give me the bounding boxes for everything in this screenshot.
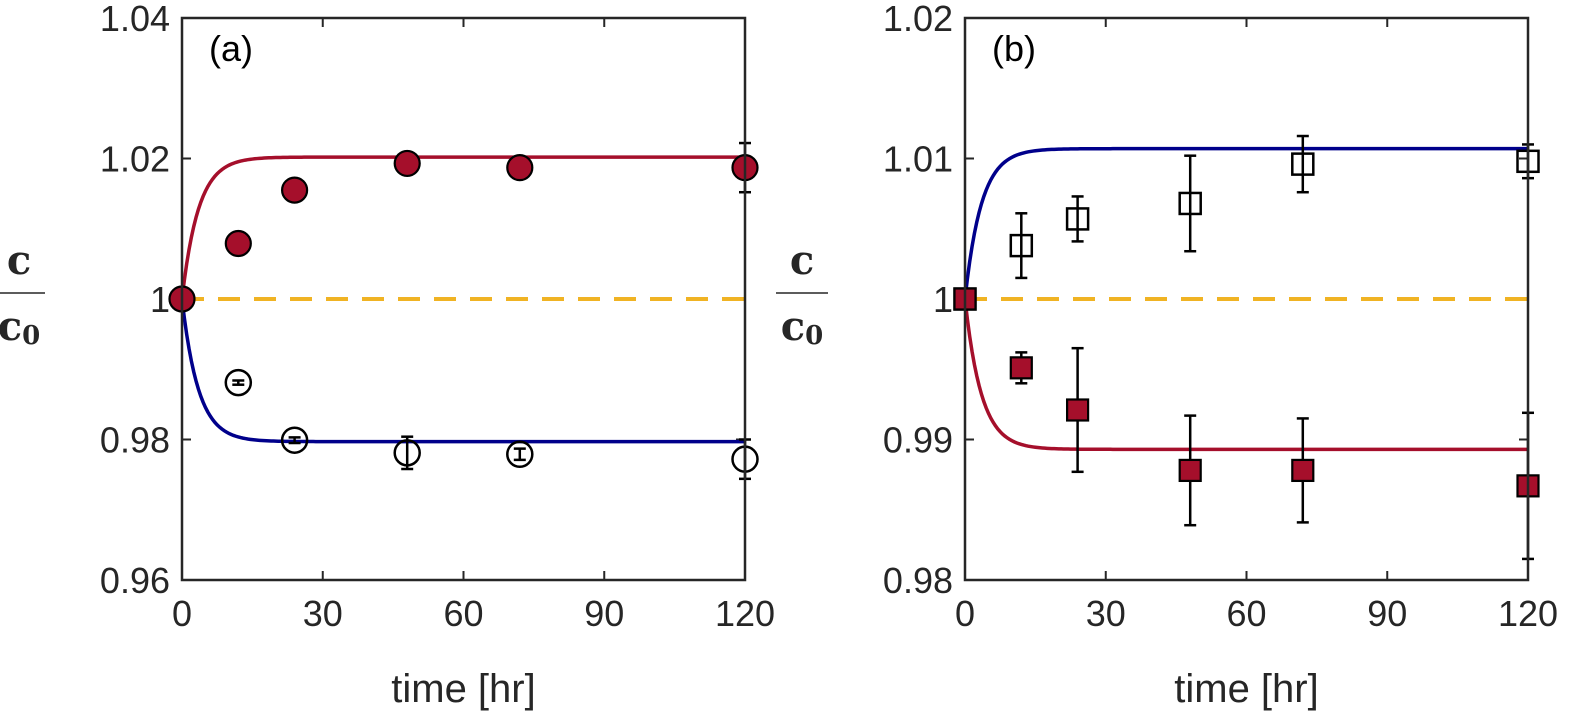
- panel-b-fit-curve-1: [963, 146, 1528, 300]
- panel-a-x-tick-label: 60: [443, 593, 483, 634]
- panel-b-data-point: [1009, 356, 1033, 380]
- panel-b-y-tick-label: 1.01: [883, 139, 953, 180]
- panel-b-ylabel-denominator-c: c: [781, 303, 805, 350]
- panel-b-y-tick-label: 1: [933, 279, 953, 320]
- panel-b-x-tick-label: 90: [1367, 593, 1407, 634]
- panel-a-x-axis-label: time [hr]: [391, 667, 535, 711]
- panel-a-ylabel-denominator-c: c: [0, 303, 22, 350]
- panel-a-series-2: [224, 368, 759, 481]
- panel-a-ylabel-numerator: c: [7, 237, 31, 284]
- panel-b-x-tick-label: 60: [1226, 593, 1266, 634]
- panel-a-ylabel-denominator: c0: [0, 303, 40, 351]
- panel-a-x-tick-label: 120: [715, 593, 775, 634]
- panel-a-data-point: [393, 439, 421, 467]
- panel-a-data-point: [224, 368, 253, 397]
- panel-a-data-point: [393, 149, 421, 178]
- panel-b-x-axis-label: time [hr]: [1174, 667, 1318, 711]
- panel-a-data-point: [506, 154, 534, 182]
- panel-b-label: (b): [992, 28, 1036, 69]
- panel-b-series-1: [953, 134, 1540, 311]
- panel-a-y-tick-label: 0.96: [100, 560, 170, 601]
- panel-a-data-point: [506, 440, 534, 469]
- panel-b: 0 30 60 90 120 0.98 0.99 1 1.01 1.02 (b) time [hr…: [776, 0, 1558, 711]
- panel-a-y-tick-label: 0.98: [100, 420, 170, 461]
- panel-a-label: (a): [209, 28, 253, 69]
- panel-b-y-tick-label: 1.02: [883, 0, 953, 39]
- panel-a-x-tick-label: 30: [303, 593, 343, 634]
- panel-b-data-point: [1291, 458, 1315, 483]
- panel-a-series-1: [168, 141, 759, 313]
- panel-b-data-point: [1065, 207, 1090, 231]
- panel-a-ylabel-denominator-sub: 0: [22, 321, 40, 351]
- panel-a-data-point: [281, 176, 309, 204]
- panel-a-data-point: [224, 229, 252, 258]
- panel-b-data-point: [1009, 233, 1034, 258]
- panel-a-fit-curve-2: [180, 298, 745, 444]
- panel-a: 0 30 60 90 120 0.96 0.98 1 1.02 1.04 (a) time [hr…: [0, 0, 775, 711]
- panel-b-data-point: [1065, 398, 1090, 422]
- panel-a-y-tick-label: 1.02: [100, 139, 170, 180]
- panel-b-x-tick-label: 0: [955, 593, 975, 634]
- panel-a-y-axis-label: c c0: [0, 237, 45, 351]
- panel-b-y-tick-label: 0.99: [883, 420, 953, 461]
- panel-b-ylabel-denominator: c0: [781, 303, 823, 351]
- panel-a-y-tick-label: 1.04: [100, 0, 170, 39]
- panel-a-x-tick-label: 0: [172, 593, 192, 634]
- panel-b-ylabel-denominator-sub: 0: [805, 321, 823, 351]
- panel-b-y-tick-label: 0.98: [883, 560, 953, 601]
- panel-b-y-axis-label: c c0: [776, 237, 828, 351]
- panel-a-y-tick-label: 1: [150, 279, 170, 320]
- panel-b-x-tick-label: 30: [1086, 593, 1126, 634]
- panel-b-x-tick-label: 120: [1498, 593, 1558, 634]
- panel-a-fit-curve-1: [180, 155, 745, 300]
- panel-b-axes-frame: [963, 16, 1530, 582]
- panel-b-data-point: [1291, 152, 1315, 176]
- panel-b-data-point: [1178, 458, 1202, 483]
- panel-b-data-point: [1178, 191, 1202, 216]
- panel-a-axes-frame: [180, 16, 747, 582]
- panel-a-x-tick-label: 90: [584, 593, 624, 634]
- panel-b-fit-curve-2: [963, 298, 1528, 452]
- panel-b-ylabel-numerator: c: [790, 237, 814, 284]
- panel-a-data-point: [280, 426, 309, 454]
- panel-b-series-2: [953, 287, 1540, 561]
